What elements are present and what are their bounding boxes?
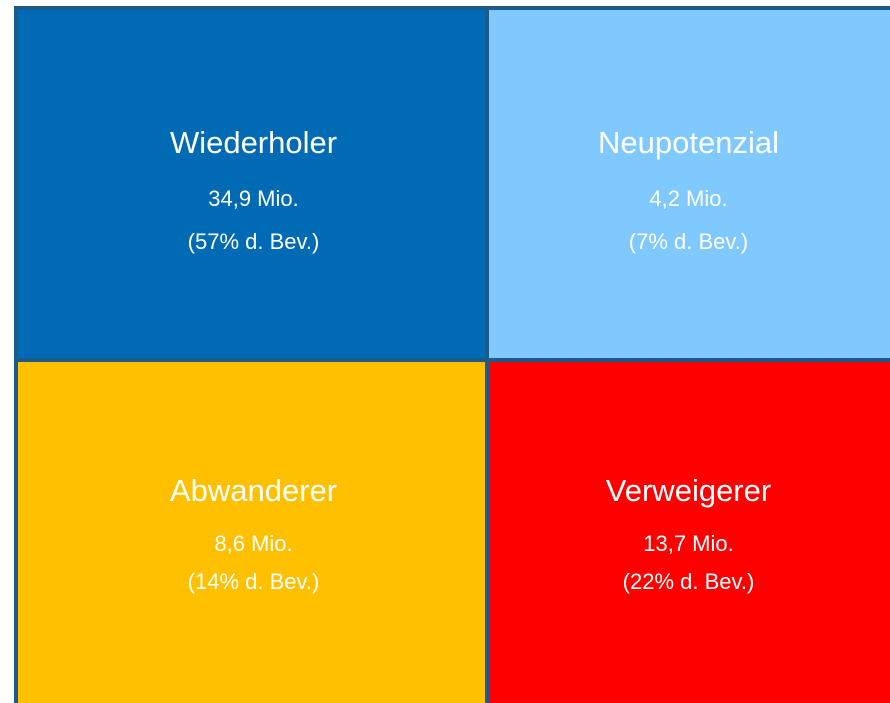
quadrant-value: 34,9 Mio. <box>208 186 299 211</box>
quadrant-value: 8,6 Mio. <box>214 531 292 556</box>
quadrant-label: Abwanderer <box>170 473 337 508</box>
quadrant-share: (14% d. Bev.) <box>188 569 320 594</box>
quadrant <box>485 6 890 362</box>
quadrant-label: Neupotenzial <box>598 125 779 160</box>
quadrant-label: Wiederholer <box>170 125 337 160</box>
quadrant-share: (57% d. Bev.) <box>188 229 320 254</box>
quadrant-value: 13,7 Mio. <box>643 531 734 556</box>
quadrant-label: Verweigerer <box>606 473 771 508</box>
quadrant-share: (22% d. Bev.) <box>623 569 755 594</box>
quadrant-value: 4,2 Mio. <box>649 186 727 211</box>
quadrant <box>14 358 489 703</box>
quadrant <box>485 358 890 703</box>
quadrant-share: (7% d. Bev.) <box>629 229 748 254</box>
quadrant <box>14 6 489 362</box>
